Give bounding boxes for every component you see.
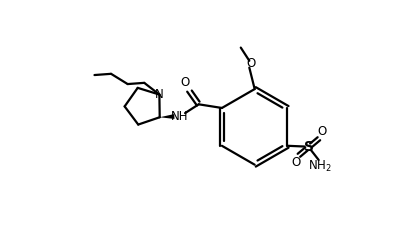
Text: O: O — [245, 57, 255, 70]
Text: O: O — [316, 125, 326, 138]
Text: S: S — [303, 140, 313, 154]
Polygon shape — [159, 114, 174, 119]
Text: N: N — [155, 88, 163, 101]
Text: O: O — [180, 76, 190, 89]
Text: NH$_2$: NH$_2$ — [308, 159, 332, 174]
Text: O: O — [291, 156, 300, 169]
Text: NH: NH — [170, 110, 188, 122]
